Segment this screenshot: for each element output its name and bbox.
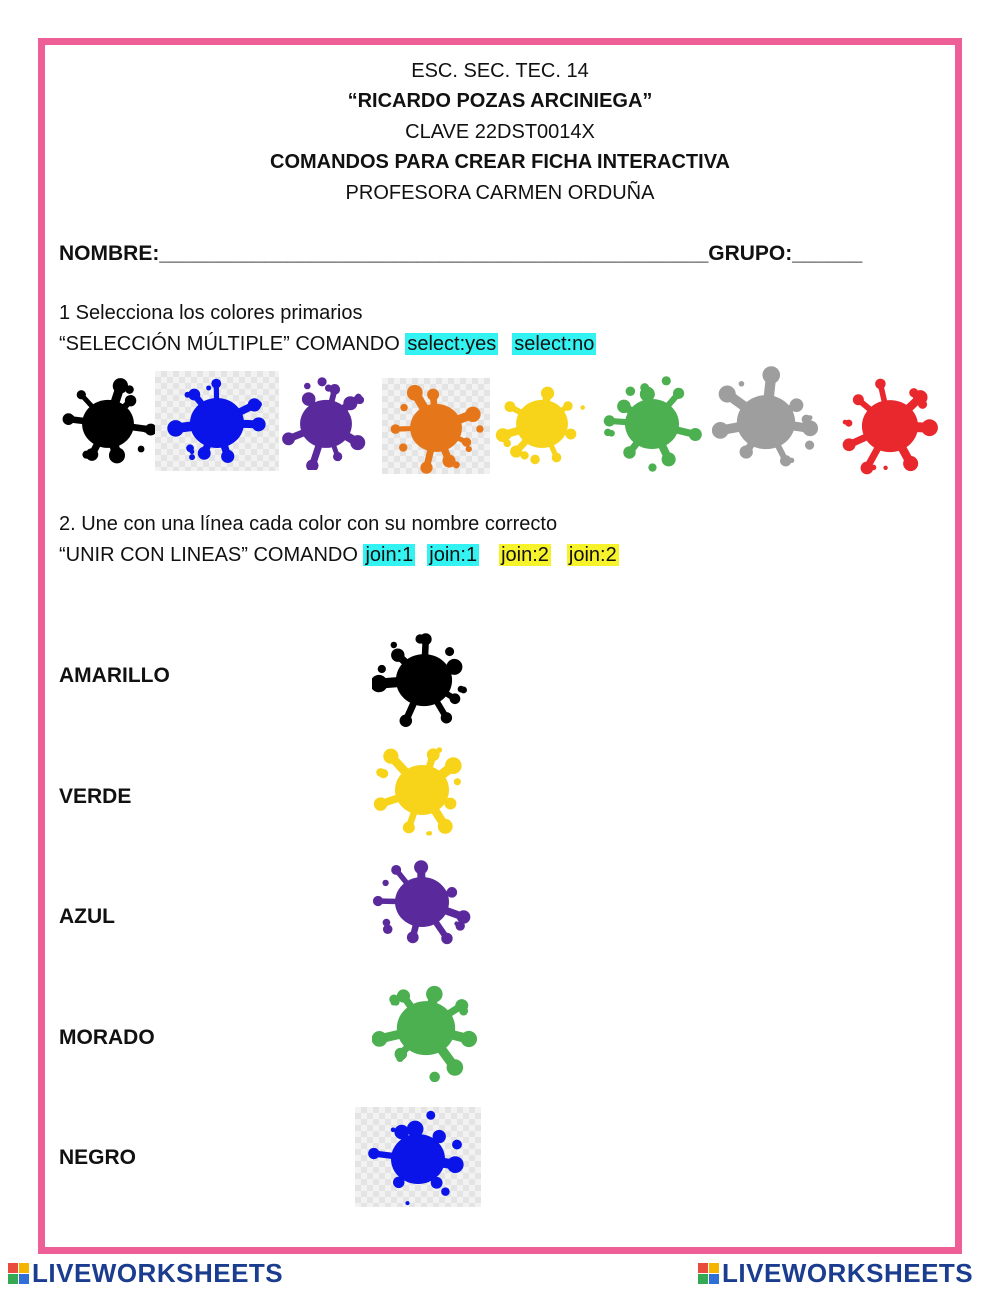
q1-command-text: “SELECCIÓN MÚLTIPLE” COMANDO: [59, 333, 406, 355]
splash-blue[interactable]: [155, 371, 279, 471]
liveworksheets-brand: LIVEWORKSHEETS: [722, 1257, 974, 1288]
cmd-select-yes: select:yes: [405, 333, 499, 355]
splash-gray[interactable]: [711, 366, 820, 474]
splash-green[interactable]: [602, 372, 702, 472]
cmd-select-no: select:no: [512, 333, 597, 355]
q1-command-line: “SELECCIÓN MÚLTIPLE” COMANDO select:yes s…: [59, 333, 597, 356]
name-group-line: NOMBRE:_________________________________…: [59, 242, 863, 265]
teacher-line: PROFESORA CARMEN ORDUÑA: [345, 182, 655, 204]
liveworksheets-logo-right: LIVEWORKSHEETS: [698, 1258, 973, 1288]
q2-command-line: “UNIR CON LINEAS” COMANDO join:1 join:1 jo…: [59, 544, 619, 567]
splash-yellow[interactable]: [494, 374, 590, 470]
clave-line: CLAVE 22DST0014X: [405, 121, 595, 143]
match-splash-blue[interactable]: [355, 1107, 481, 1207]
match-splash-green[interactable]: [371, 970, 480, 1083]
cmd-join-1a: join:1: [363, 544, 416, 566]
match-splash-black[interactable]: [370, 626, 476, 730]
label-azul[interactable]: AZUL: [59, 905, 115, 928]
school-line: ESC. SEC. TEC. 14: [411, 60, 589, 82]
splash-red[interactable]: [838, 372, 942, 476]
label-verde[interactable]: VERDE: [59, 785, 132, 808]
liveworksheets-brand: LIVEWORKSHEETS: [32, 1257, 284, 1288]
page-border: [38, 38, 962, 1254]
splash-black[interactable]: [60, 374, 157, 470]
match-splash-purple[interactable]: [372, 850, 476, 950]
label-morado[interactable]: MORADO: [59, 1026, 155, 1049]
cmd-join-1b: join:1: [427, 544, 480, 566]
cmd-join-2b: join:2: [566, 544, 619, 566]
cmd-join-2a: join:2: [499, 544, 551, 566]
q1-instruction: 1 Selecciona los colores primarios: [59, 302, 363, 324]
match-splash-yellow[interactable]: [372, 738, 476, 838]
school-name: “RICARDO POZAS ARCINIEGA”: [347, 90, 653, 112]
liveworksheets-logo-left: LIVEWORKSHEETS: [8, 1258, 283, 1288]
q2-instruction: 2. Une con una línea cada color con su n…: [59, 513, 558, 535]
liveworksheets-cube-icon: [8, 1262, 29, 1284]
splash-purple[interactable]: [278, 374, 374, 472]
label-negro[interactable]: NEGRO: [59, 1146, 137, 1169]
subject-title: COMANDOS PARA CREAR FICHA INTERACTIVA: [270, 151, 730, 173]
splash-orange[interactable]: [382, 378, 490, 474]
liveworksheets-cube-icon: [698, 1262, 719, 1284]
q2-command-text: “UNIR CON LINEAS” COMANDO: [59, 544, 364, 566]
label-amarillo[interactable]: AMARILLO: [59, 664, 170, 687]
